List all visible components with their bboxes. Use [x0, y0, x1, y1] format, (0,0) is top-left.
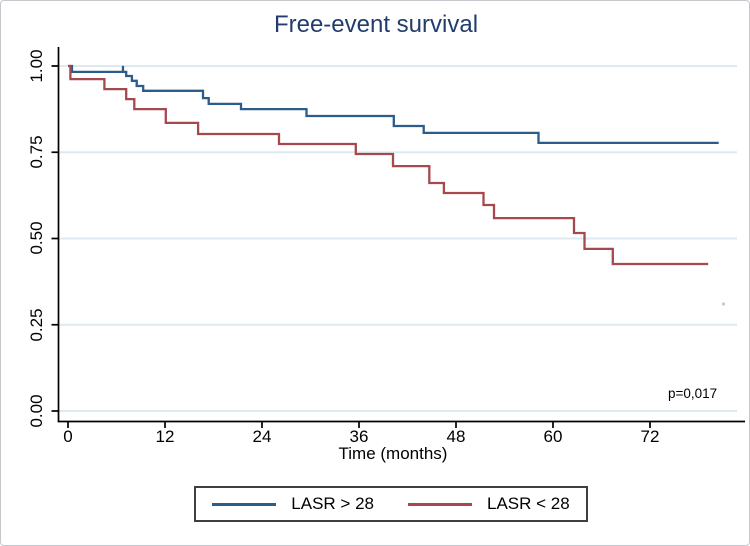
legend: LASR > 28 LASR < 28 [194, 486, 588, 522]
y-tick-label-0.00: 0.00 [27, 394, 46, 428]
legend-line-red-icon [408, 502, 472, 506]
x-tick-label-0: 0 [63, 427, 73, 446]
survival-curve-blue [68, 64, 719, 145]
x-tick-label-24: 24 [252, 427, 272, 446]
legend-item-lasr-lt-28: LASR < 28 [408, 494, 570, 514]
y-tick-label-1.00: 1.00 [27, 49, 46, 83]
x-axis-title: Time (months) [338, 444, 448, 463]
y-tick-label-0.25: 0.25 [27, 308, 46, 342]
legend-label-lasr-gt-28: LASR > 28 [291, 494, 374, 513]
x-tick-label-36: 36 [349, 427, 369, 446]
stray-mark [721, 302, 726, 306]
y-tick-label-0.75: 0.75 [27, 135, 46, 169]
y-tick-label-0.50: 0.50 [27, 221, 46, 255]
legend-item-lasr-gt-28: LASR > 28 [212, 494, 374, 514]
legend-label-lasr-lt-28: LASR < 28 [487, 494, 570, 513]
p-value-annotation: p=0,017 [668, 386, 718, 401]
x-tick-label-72: 72 [640, 427, 660, 446]
x-tick-label-60: 60 [543, 427, 563, 446]
legend-line-blue-icon [212, 502, 277, 506]
survival-curve-red [68, 64, 709, 266]
chart-title: Free-event survival [273, 11, 479, 38]
x-tick-label-12: 12 [155, 427, 175, 446]
x-tick-label-48: 48 [446, 427, 466, 446]
